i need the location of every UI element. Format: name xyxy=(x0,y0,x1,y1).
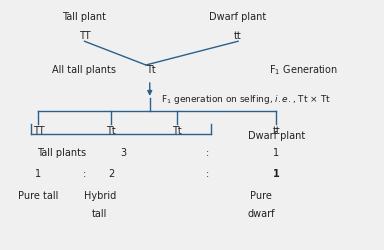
Text: TT: TT xyxy=(33,126,44,136)
Text: Tall plant: Tall plant xyxy=(63,12,106,22)
Text: dwarf: dwarf xyxy=(247,209,275,219)
Text: F$_1$ generation on selfing, $\it{i.e.}$, Tt × Tt: F$_1$ generation on selfing, $\it{i.e.}$… xyxy=(161,94,331,106)
Text: All tall plants: All tall plants xyxy=(53,65,116,75)
Text: tall: tall xyxy=(92,209,108,219)
Text: :: : xyxy=(206,148,209,158)
Text: 3: 3 xyxy=(120,148,126,158)
Text: F$_1$ Generation: F$_1$ Generation xyxy=(269,63,338,77)
Text: 1: 1 xyxy=(273,169,280,179)
Text: 1: 1 xyxy=(273,148,280,158)
Text: 2: 2 xyxy=(108,169,114,179)
Text: Pure tall: Pure tall xyxy=(18,191,59,201)
Text: Dwarf plant: Dwarf plant xyxy=(248,131,305,141)
Text: tt: tt xyxy=(273,126,280,136)
Text: 1: 1 xyxy=(35,169,41,179)
Text: Tt: Tt xyxy=(172,126,182,136)
Text: :: : xyxy=(206,169,209,179)
Text: Tt: Tt xyxy=(106,126,116,136)
Text: Dwarf plant: Dwarf plant xyxy=(209,12,267,22)
Text: Pure: Pure xyxy=(250,191,272,201)
Text: :: : xyxy=(83,169,86,179)
Text: Hybrid: Hybrid xyxy=(84,191,116,201)
Text: Tt: Tt xyxy=(146,65,156,75)
Text: Tall plants: Tall plants xyxy=(37,148,86,158)
Text: tt: tt xyxy=(234,31,242,41)
Text: TT: TT xyxy=(79,31,90,41)
